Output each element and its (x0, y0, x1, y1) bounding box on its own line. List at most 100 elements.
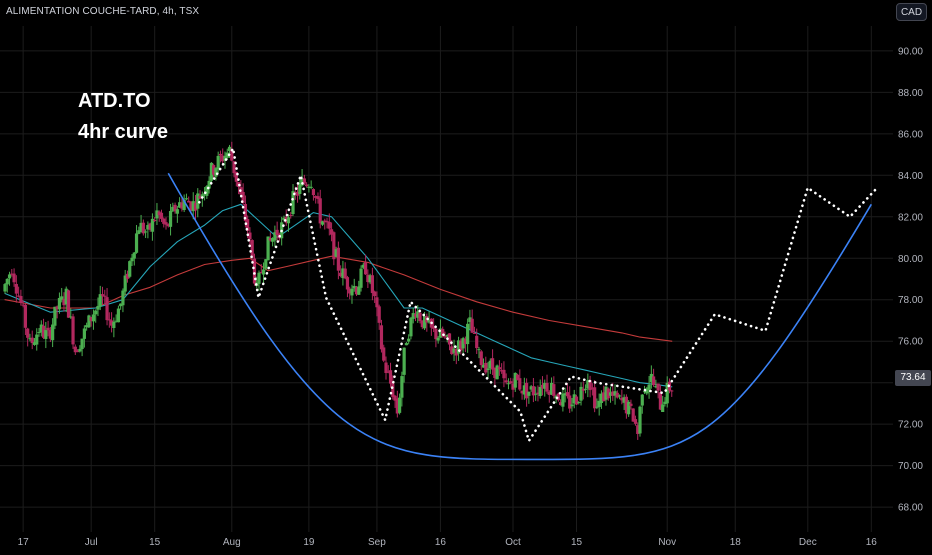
candle-body (658, 392, 663, 410)
candle-body (302, 178, 306, 184)
currency-button[interactable]: CAD (896, 3, 927, 21)
candle-body (386, 371, 390, 373)
candle (198, 190, 202, 200)
candle-body (422, 316, 427, 329)
y-tick-label: 90.00 (898, 46, 923, 57)
last-price-badge: 73.64 (895, 370, 931, 386)
candle-body (250, 240, 254, 258)
candle-body (432, 326, 436, 329)
candle (85, 322, 89, 331)
candle (515, 373, 520, 381)
candle-body (119, 303, 123, 307)
candle (191, 192, 195, 220)
candle (225, 148, 229, 160)
candle-body (23, 304, 28, 328)
candle-body (656, 383, 660, 391)
candle (633, 415, 638, 426)
candle-body (289, 214, 293, 216)
candle (12, 268, 16, 287)
candle (590, 383, 594, 396)
candle (171, 202, 175, 213)
candle (525, 378, 529, 407)
candle-body (112, 321, 116, 328)
candle-body (89, 317, 93, 322)
candle (647, 376, 651, 399)
candle (527, 391, 531, 404)
candle (150, 213, 155, 241)
candle (393, 394, 397, 408)
candle-body (620, 397, 624, 401)
candle-body (400, 376, 404, 398)
candle (520, 390, 524, 400)
candle-body (568, 395, 572, 409)
candle-body (318, 198, 322, 224)
candle (332, 231, 336, 266)
price-axis[interactable]: 68.0070.0072.0074.0076.0078.0080.0082.00… (898, 46, 923, 513)
candle-body (187, 200, 191, 203)
candle (144, 229, 148, 239)
time-axis[interactable]: 17 Jul 15 Aug 19 Sep 16 Oct 15 Nov 18 Dec 16 (18, 537, 878, 548)
candle (540, 376, 545, 396)
candle (654, 379, 658, 389)
candle-body (475, 335, 479, 349)
candle-body (617, 395, 622, 397)
candle (561, 388, 565, 412)
x-tick-label: 19 (303, 537, 315, 548)
candle (207, 176, 211, 194)
ma-slow-line (4, 255, 673, 342)
candle (107, 312, 111, 328)
candle-body (107, 319, 111, 321)
candle (221, 148, 225, 164)
candle (62, 292, 66, 312)
candle-body (531, 386, 536, 396)
candle (168, 203, 173, 236)
candle-body (602, 392, 606, 402)
candle-body (636, 425, 640, 434)
candle (44, 322, 48, 349)
candle (656, 383, 660, 399)
candle-body (561, 393, 565, 407)
candle-body (209, 162, 213, 181)
candle (486, 361, 490, 379)
candle (123, 269, 127, 296)
candle (649, 365, 653, 389)
candle-body (468, 317, 472, 323)
candle (395, 390, 399, 418)
candle-body (323, 220, 327, 223)
candle-body (182, 199, 186, 211)
candle (468, 309, 472, 330)
candle (232, 161, 236, 178)
candle-body (413, 314, 418, 317)
candle (252, 253, 257, 286)
candle (41, 318, 46, 340)
candle-body (148, 223, 152, 230)
candle (243, 195, 247, 228)
candle (359, 265, 363, 292)
candle (495, 364, 499, 380)
candle-body (234, 171, 238, 182)
candle (459, 338, 463, 355)
candle-body (497, 367, 501, 370)
symbol-title: ALIMENTATION COUCHE-TARD, 4h, TSX (6, 6, 200, 17)
candle (581, 381, 585, 400)
moving-average-fast (4, 203, 673, 388)
candle (289, 212, 293, 219)
candle-body (257, 272, 261, 284)
candle (173, 202, 177, 214)
candle-body (171, 206, 175, 212)
candle (73, 344, 77, 355)
candle (538, 379, 542, 399)
candle-body (193, 202, 198, 211)
candle-body (518, 378, 522, 390)
candle-body (78, 348, 82, 352)
candle (652, 368, 656, 387)
candle (264, 258, 268, 271)
candle (314, 195, 318, 204)
candle-body (264, 259, 268, 269)
candle-body (146, 225, 150, 230)
candle (46, 320, 50, 337)
candle (613, 384, 617, 405)
candle-body (114, 320, 118, 322)
